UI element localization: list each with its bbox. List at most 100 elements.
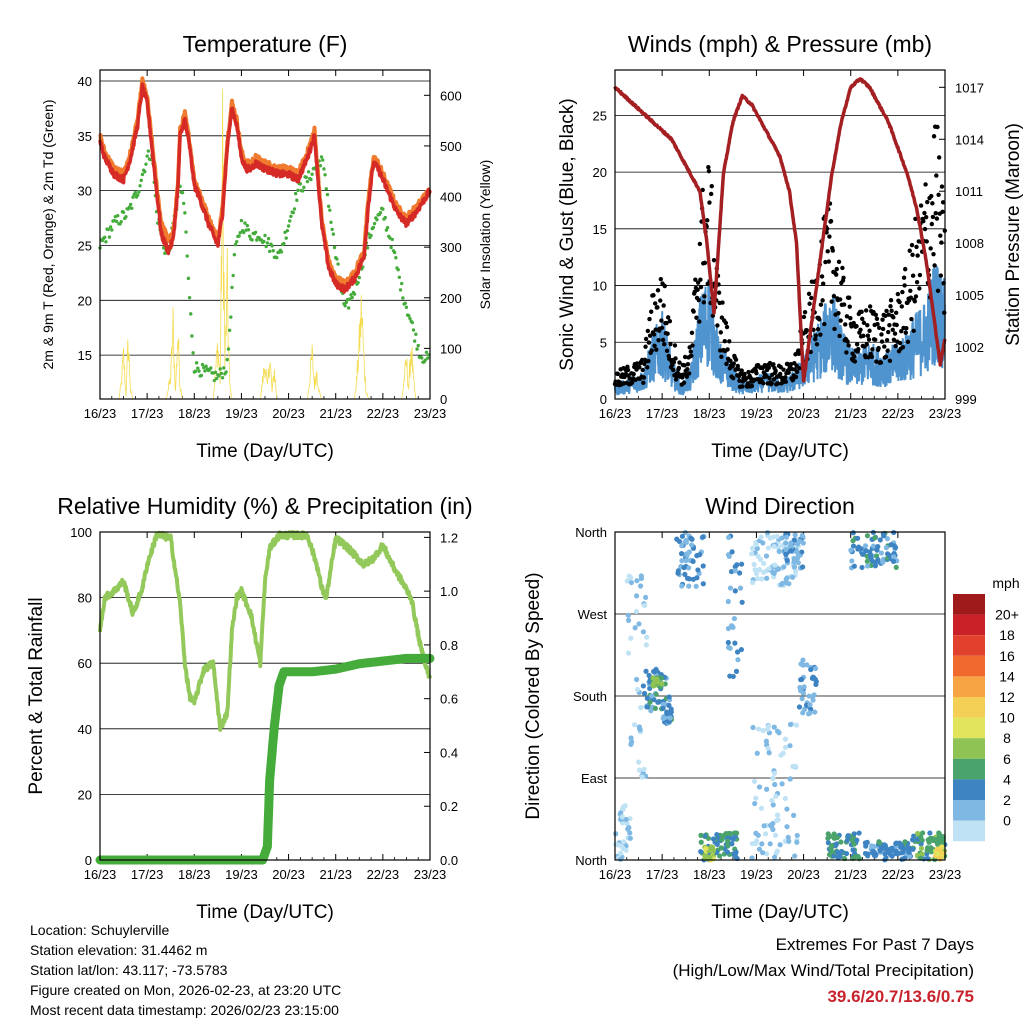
wind-direction-point <box>787 743 793 749</box>
gust-point <box>646 340 652 345</box>
wind-direction-point <box>638 575 645 582</box>
dewpoint-point <box>305 179 310 184</box>
wind-direction-point <box>849 558 855 564</box>
gust-point <box>899 304 905 309</box>
dewpoint-point <box>119 219 123 224</box>
dewpoint-point <box>416 343 420 348</box>
gust-point <box>846 343 851 348</box>
dewpoint-point <box>245 223 250 228</box>
gust-point <box>905 339 911 345</box>
wind-direction-point <box>871 844 877 850</box>
wind-direction-point <box>807 710 813 716</box>
gust-point <box>880 326 886 332</box>
wind-direction-point <box>632 625 638 631</box>
dewpoint-point <box>371 225 376 230</box>
wind-direction-point <box>640 629 647 635</box>
wind-direction-point <box>639 774 645 780</box>
wind-direction-point <box>893 564 899 570</box>
x-tick-label: 19/23 <box>225 406 258 421</box>
gust-point <box>908 295 914 300</box>
gust-point <box>749 383 755 389</box>
x-tick-label: 20/23 <box>787 406 820 421</box>
wind-direction-point <box>732 568 738 574</box>
gust-point <box>940 209 945 215</box>
gust-point <box>940 200 946 205</box>
gust-point <box>655 288 661 293</box>
dewpoint-point <box>385 226 390 230</box>
gust-point <box>818 302 824 307</box>
wind-direction-point <box>732 564 738 570</box>
wind-direction-point <box>700 534 706 540</box>
gust-point <box>823 259 828 265</box>
wind-direction-point <box>760 850 766 856</box>
wind-direction-point <box>627 830 633 836</box>
wind-direction-point <box>756 726 762 732</box>
wind-direction-point <box>739 599 745 605</box>
gust-point <box>689 353 694 359</box>
wind-direction-point <box>698 848 704 855</box>
wind-direction-point <box>795 552 801 558</box>
dewpoint-point <box>397 275 402 280</box>
wind-direction-point <box>776 548 782 554</box>
gust-point <box>736 366 741 372</box>
gust-point <box>682 363 687 368</box>
created-text: Figure created on Mon, 2026-02-23, at 23… <box>30 982 342 998</box>
wind-direction-point <box>641 690 648 697</box>
wind-direction-point <box>684 552 690 559</box>
gust-point <box>854 323 859 329</box>
y-tick-label: 40 <box>78 74 92 89</box>
gust-point <box>865 322 870 328</box>
dewpoint-point <box>108 225 113 229</box>
y2-tick-label: 300 <box>440 240 462 255</box>
gust-point <box>813 336 818 342</box>
wind-direction-point <box>620 846 626 852</box>
gust-point <box>889 308 894 314</box>
gust-point <box>668 341 673 347</box>
gust-point <box>928 246 933 251</box>
gust-point <box>893 310 899 316</box>
wind-direction-point <box>838 848 845 855</box>
gust-point <box>727 339 732 344</box>
wind-direction-point <box>766 750 772 756</box>
gust-point <box>825 249 830 254</box>
y2-tick-label: 999 <box>955 392 977 407</box>
gust-point <box>897 340 903 346</box>
wind-direction-point <box>626 825 632 831</box>
dewpoint-point <box>196 366 200 370</box>
y-tick-label: 5 <box>600 335 607 350</box>
dewpoint-point <box>115 213 120 218</box>
wind-direction-point <box>754 750 760 756</box>
gust-point <box>645 328 651 334</box>
y-tick-label: 100 <box>70 525 92 540</box>
gust-point <box>707 200 712 205</box>
gust-point <box>807 301 812 306</box>
legend-label: 12 <box>999 689 1015 705</box>
gust-point <box>837 297 843 302</box>
gust-point <box>709 183 714 189</box>
gust-point <box>662 283 667 289</box>
wind-direction-point <box>770 534 776 540</box>
x-tick-label: 20/23 <box>787 867 820 882</box>
wind-direction-point <box>714 831 720 838</box>
wind-direction-point <box>686 565 692 571</box>
gust-point <box>934 216 940 221</box>
wind-direction-point <box>864 563 871 569</box>
gust-point <box>939 184 945 189</box>
gust-point <box>895 291 901 297</box>
wind-direction-point <box>770 775 776 781</box>
wind-direction-point <box>682 539 688 545</box>
dewpoint-point <box>268 249 272 254</box>
legend-label: 16 <box>999 648 1015 664</box>
gust-point <box>903 266 908 272</box>
wind-direction-point <box>800 662 806 668</box>
wind-direction-point <box>753 840 759 847</box>
dewpoint-point <box>344 300 349 305</box>
wind-direction-point <box>730 836 736 842</box>
gust-point <box>874 316 880 321</box>
wind-direction-point <box>784 557 790 563</box>
wind-direction-point <box>726 534 732 541</box>
gust-point <box>691 309 696 314</box>
wind-direction-point <box>811 692 817 698</box>
wind-direction-point <box>655 699 661 705</box>
wind-direction-point <box>698 839 704 845</box>
